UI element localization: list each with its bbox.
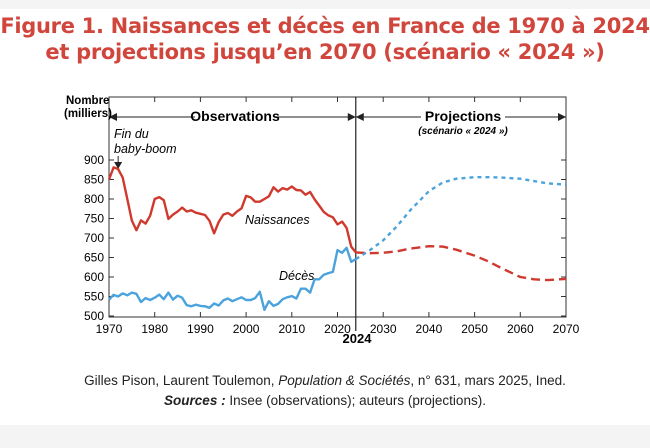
arrow-head-icon bbox=[355, 113, 364, 121]
x-tick-label: 1970 bbox=[96, 322, 123, 336]
series-line-3 bbox=[355, 176, 567, 261]
projections-sublabel: (scénario « 2024 ») bbox=[418, 126, 508, 137]
y-tick-label: 900 bbox=[84, 153, 104, 167]
figure-card bbox=[0, 9, 650, 425]
x-tick-label: 2070 bbox=[553, 322, 580, 336]
x-tick-label: 2010 bbox=[278, 322, 305, 336]
axes: 500 550 600 650 700 750 800 850 900 1970 1980 1990 2… bbox=[84, 96, 580, 336]
y-tick-label: 700 bbox=[84, 231, 104, 245]
arrow-down-icon bbox=[114, 162, 123, 169]
y-tick-label: 750 bbox=[84, 212, 104, 226]
title-line-1: Figure 1. Naissances et décès en France … bbox=[0, 14, 650, 38]
figure-title: Figure 1. Naissances et décès en France … bbox=[0, 13, 650, 65]
arrow-head-icon bbox=[109, 113, 117, 121]
y-tick-label: 500 bbox=[84, 309, 104, 323]
series-line-2 bbox=[355, 245, 567, 282]
x-tick-label: 2040 bbox=[416, 322, 443, 336]
title-line-2: et projections jusqu’en 2070 (scénario «… bbox=[45, 40, 605, 64]
y-axis-label-2: (milliers) bbox=[64, 108, 112, 120]
credit: Gilles Pison, Laurent Toulemon, Populati… bbox=[0, 371, 650, 411]
x-tick-label: 1990 bbox=[187, 322, 214, 336]
births-series-label: Naissances bbox=[245, 213, 310, 227]
y-tick-label: 850 bbox=[84, 173, 104, 187]
x-tick-label: 2020 bbox=[324, 322, 351, 336]
series-line-0 bbox=[107, 166, 357, 254]
projections-label: Projections bbox=[425, 108, 501, 124]
x-tick-label: 2000 bbox=[233, 322, 260, 336]
babyboom-annotation-2: baby-boom bbox=[114, 142, 177, 156]
deaths-series-label: Décès bbox=[279, 269, 314, 283]
observations-label: Observations bbox=[190, 108, 280, 124]
x-tick-label: 2050 bbox=[461, 322, 488, 336]
x-tick-label: 2030 bbox=[370, 322, 397, 336]
series-line-1 bbox=[108, 246, 357, 311]
babyboom-annotation-1: Fin du bbox=[114, 127, 149, 141]
series-lines bbox=[107, 166, 567, 311]
x-tick-label: 2060 bbox=[507, 322, 534, 336]
divider-year-label: 2024 bbox=[343, 331, 373, 346]
y-tick-label: 550 bbox=[84, 290, 104, 304]
y-tick-label: 600 bbox=[84, 270, 104, 284]
y-tick-label: 650 bbox=[84, 251, 104, 265]
x-tick-label: 1980 bbox=[141, 322, 168, 336]
citation: Gilles Pison, Laurent Toulemon, Populati… bbox=[84, 373, 566, 388]
y-tick-label: 800 bbox=[84, 192, 104, 206]
sources: Sources : Insee (observations); auteurs … bbox=[164, 393, 486, 408]
arrow-head-icon bbox=[347, 113, 356, 121]
arrow-head-icon bbox=[558, 113, 566, 121]
y-axis-label-1: Nombre bbox=[66, 95, 109, 107]
